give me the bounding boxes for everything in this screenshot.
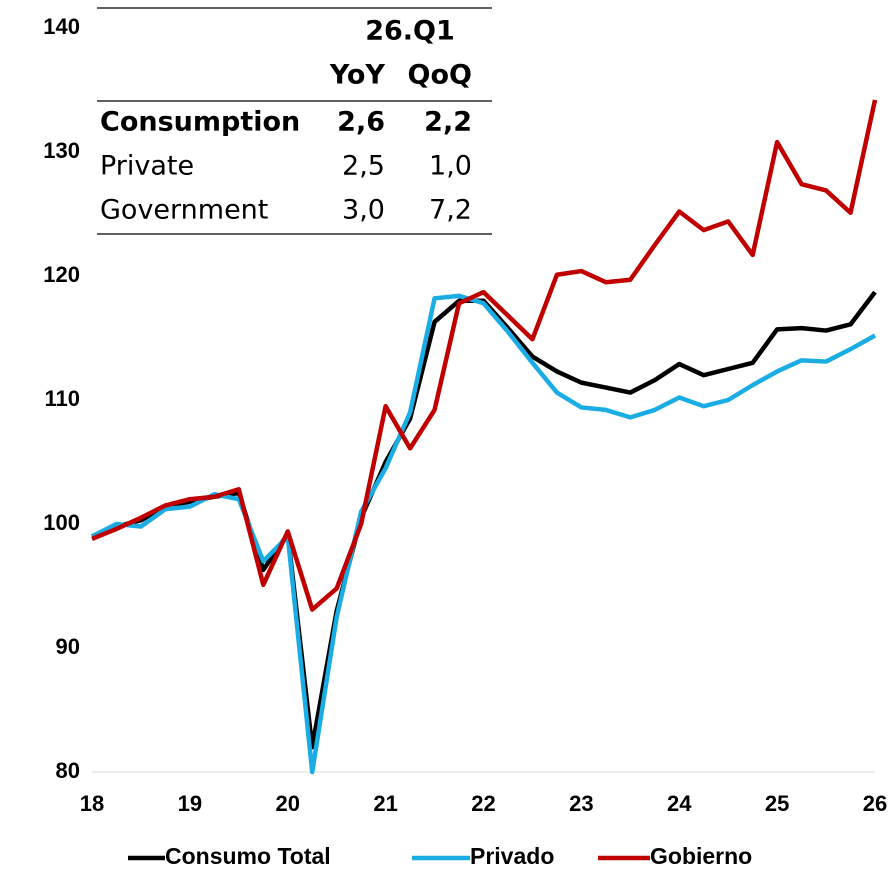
table-cell: 1,0 bbox=[429, 151, 472, 182]
table-cell: 2,2 bbox=[424, 107, 472, 138]
y-tick-label: 100 bbox=[43, 510, 80, 535]
table-cell: 3,0 bbox=[342, 195, 385, 226]
table-row-label: Private bbox=[100, 151, 194, 182]
y-tick-label: 120 bbox=[43, 262, 80, 287]
table-title: 26.Q1 bbox=[365, 16, 455, 47]
x-tick-label: 23 bbox=[569, 791, 593, 816]
x-tick-label: 26 bbox=[863, 791, 887, 816]
series-line bbox=[91, 290, 877, 750]
y-tick-label: 140 bbox=[43, 14, 80, 39]
legend-label: Consumo Total bbox=[165, 843, 331, 869]
x-tick-label: 25 bbox=[765, 791, 789, 816]
x-tick-label: 24 bbox=[667, 791, 692, 816]
table-cell: 2,5 bbox=[342, 151, 385, 182]
y-tick-label: 80 bbox=[56, 758, 80, 783]
x-tick-label: 19 bbox=[178, 791, 202, 816]
table-column: YoY bbox=[329, 60, 386, 91]
series-line bbox=[91, 99, 878, 612]
y-tick-label: 130 bbox=[43, 138, 80, 163]
x-tick-label: 22 bbox=[471, 791, 495, 816]
table-row-label: Government bbox=[100, 195, 268, 226]
series-line bbox=[90, 293, 877, 775]
legend-label: Privado bbox=[470, 843, 554, 869]
table-row-label: Consumption bbox=[100, 107, 300, 138]
table-column: QoQ bbox=[408, 60, 472, 91]
legend-label: Gobierno bbox=[650, 843, 752, 869]
x-tick-label: 18 bbox=[80, 791, 104, 816]
x-tick-label: 21 bbox=[373, 791, 397, 816]
x-tick-label: 20 bbox=[276, 791, 300, 816]
y-tick-label: 110 bbox=[45, 386, 81, 411]
y-tick-label: 90 bbox=[56, 634, 80, 659]
table-cell: 7,2 bbox=[429, 195, 472, 226]
table-cell: 2,6 bbox=[337, 107, 385, 138]
